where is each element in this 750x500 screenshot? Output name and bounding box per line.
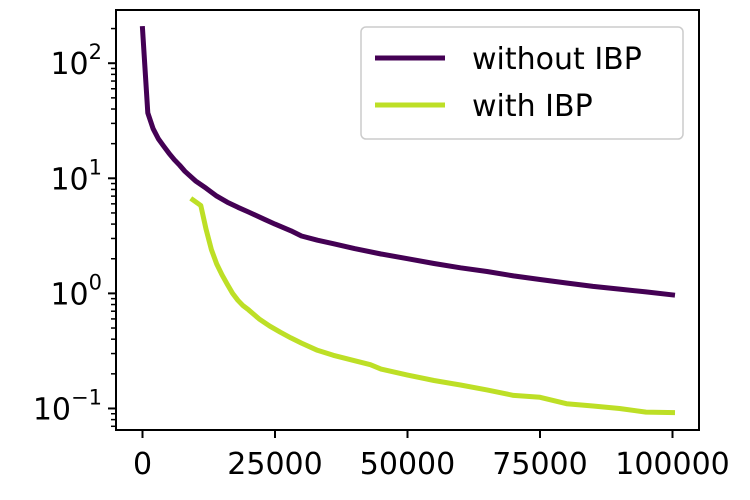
legend-label-without-ibp: without IBP [472,42,642,77]
y-tick-label: 102 [50,40,102,82]
x-tick-label: 0 [133,447,152,482]
y-tick-label: 101 [50,155,102,197]
y-tick-exponent: 0 [89,270,102,294]
x-axis: 0 25000 50000 75000 100000 [133,430,730,482]
y-tick-exponent: −1 [71,385,102,409]
x-tick-label: 50000 [360,447,455,482]
y-tick-exponent: 1 [89,155,102,179]
y-tick-base: 10 [50,47,88,82]
x-tick-label: 100000 [615,447,730,482]
y-tick-base: 10 [33,392,71,427]
y-tick-label: 10−1 [33,385,102,427]
y-tick-exponent: 2 [89,40,102,64]
series-line-without-ibp [139,25,676,298]
y-tick-base: 10 [50,277,88,312]
series-line-with-ibp [189,196,676,416]
x-tick-label: 75000 [492,447,587,482]
legend-label-with-ibp: with IBP [472,89,593,124]
legend: without IBP with IBP [360,26,684,140]
series-layer [139,25,676,416]
y-tick-base: 10 [50,162,88,197]
y-tick-label: 100 [50,270,102,312]
legend-box [360,26,684,140]
x-tick-label: 25000 [227,447,322,482]
plot-frame [115,9,700,431]
